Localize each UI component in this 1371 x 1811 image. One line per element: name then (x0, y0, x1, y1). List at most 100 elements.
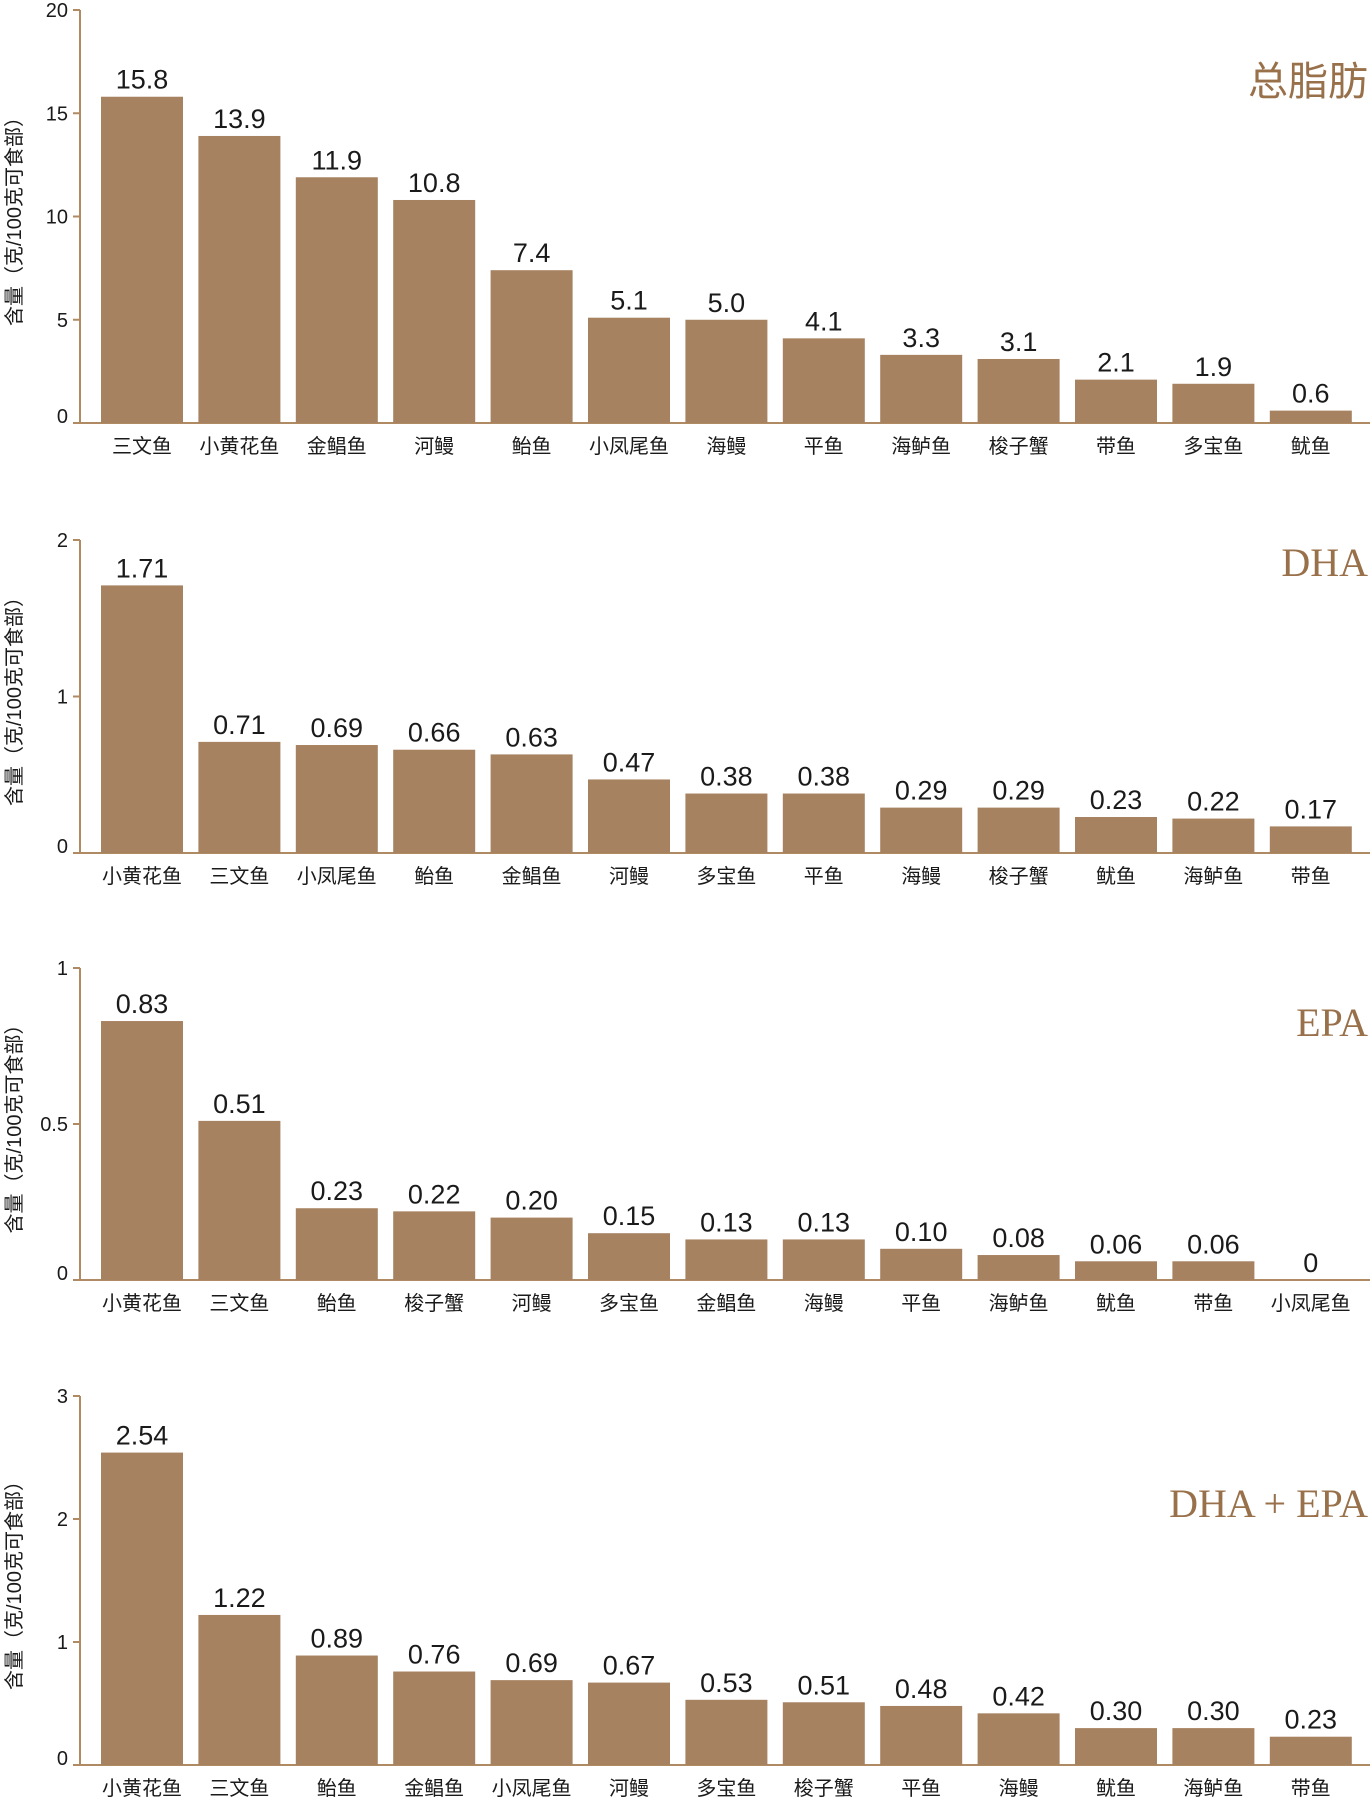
bar-value-label: 0.30 (1187, 1696, 1240, 1726)
x-category-label: 河鳗 (609, 864, 649, 888)
x-category-label: 海鲈鱼 (1183, 1776, 1243, 1800)
panel-title: DHA (1281, 540, 1368, 585)
bar-value-label: 0.89 (311, 1624, 364, 1654)
bar-value-label: 1.9 (1195, 352, 1233, 382)
bar (198, 1614, 281, 1765)
bar (685, 319, 768, 423)
x-category-label: 多宝鱼 (696, 1776, 756, 1800)
x-category-label: 带鱼 (1096, 434, 1136, 458)
bar (490, 1680, 573, 1765)
x-category-label: 平鱼 (804, 864, 844, 888)
y-tick-label: 1 (57, 687, 68, 709)
bar (198, 1120, 281, 1280)
bar (880, 1248, 963, 1280)
bar (588, 1233, 670, 1280)
bar (1075, 1261, 1157, 1280)
bar-value-label: 0.30 (1090, 1696, 1143, 1726)
x-category-label: 河鳗 (512, 1291, 552, 1315)
x-category-label: 小凤尾鱼 (589, 434, 669, 458)
x-category-label: 带鱼 (1291, 1776, 1331, 1800)
chart-panel-1: 0 5 10 15 20 含量（克/100克可食部） 总脂肪 15.8 三文鱼 13.9 小黄花鱼 1… (3, 0, 1370, 458)
x-category-label: 梭子蟹 (794, 1776, 854, 1800)
x-category-label: 鱿鱼 (1096, 1776, 1136, 1800)
bar-value-label: 7.4 (513, 238, 551, 268)
bar (880, 807, 963, 853)
bar (1172, 818, 1255, 853)
bar (782, 1702, 865, 1765)
bar (490, 754, 573, 853)
x-category-label: 鲐鱼 (414, 864, 454, 888)
y-tick-label: 0 (57, 836, 68, 858)
bar (977, 807, 1060, 853)
y-tick-label: 5 (57, 310, 68, 332)
bar-value-label: 0.08 (992, 1223, 1045, 1253)
x-category-label: 小凤尾鱼 (297, 864, 377, 888)
bar-value-label: 0.20 (505, 1186, 558, 1216)
bar-value-label: 0.23 (1090, 785, 1143, 815)
x-category-label: 海鲈鱼 (989, 1291, 1049, 1315)
x-category-label: 带鱼 (1193, 1291, 1233, 1315)
bar-value-label: 2.54 (116, 1421, 169, 1451)
bar (588, 1682, 670, 1765)
x-category-label: 海鳗 (706, 434, 746, 458)
bar (295, 177, 378, 423)
bar (1269, 410, 1352, 423)
bar (101, 1021, 183, 1280)
bar (977, 1255, 1060, 1280)
x-category-label: 鱿鱼 (1291, 434, 1331, 458)
bar (1075, 379, 1157, 423)
bar (1172, 383, 1255, 423)
x-category-label: 鱿鱼 (1096, 864, 1136, 888)
bar (588, 317, 670, 423)
x-category-label: 鲐鱼 (512, 434, 552, 458)
x-category-label: 海鲈鱼 (891, 434, 951, 458)
bar (393, 749, 476, 853)
x-category-label: 多宝鱼 (1183, 434, 1243, 458)
y-tick-label: 0.5 (40, 1114, 68, 1136)
bar-value-label: 0.29 (895, 776, 948, 806)
bar-value-label: 0.69 (311, 713, 364, 743)
panel-title: EPA (1296, 1000, 1368, 1045)
x-category-label: 小黄花鱼 (102, 1776, 182, 1800)
x-category-label: 三文鱼 (209, 1776, 269, 1800)
bar (295, 1655, 378, 1765)
x-category-label: 海鳗 (804, 1291, 844, 1315)
bar (1075, 817, 1157, 853)
bar (295, 1208, 378, 1280)
bar (295, 745, 378, 853)
bar (490, 270, 573, 423)
x-category-label: 平鱼 (804, 434, 844, 458)
y-tick-label: 0 (57, 406, 68, 428)
bar-value-label: 0.38 (798, 762, 851, 792)
bar-value-label: 0.67 (603, 1651, 656, 1681)
chart-panel-4: 0 1 2 3 含量（克/100克可食部） DHA + EPA 2.54 小黄花鱼 1.22 三文… (3, 1386, 1370, 1800)
bar-value-label: 0.15 (603, 1201, 656, 1231)
bar (685, 793, 768, 853)
bar (101, 585, 183, 853)
bar-value-label: 0.23 (1285, 1705, 1338, 1735)
bar (490, 1217, 573, 1280)
x-category-label: 鲐鱼 (317, 1291, 357, 1315)
y-axis-label: 含量（克/100克可食部） (3, 1015, 26, 1234)
x-category-label: 三文鱼 (112, 434, 172, 458)
x-category-label: 小凤尾鱼 (1271, 1291, 1351, 1315)
bar-value-label: 10.8 (408, 168, 461, 198)
bar (1075, 1728, 1157, 1765)
x-category-label: 金鲳鱼 (502, 864, 562, 888)
bar-value-label: 0.22 (1187, 787, 1240, 817)
bar-value-label: 0.69 (505, 1648, 558, 1678)
bar-value-label: 0.63 (505, 722, 558, 752)
bar (101, 1452, 183, 1765)
bar (782, 1239, 865, 1280)
bar-value-label: 13.9 (213, 104, 266, 134)
bar (393, 1211, 476, 1280)
bar-value-label: 0.48 (895, 1674, 948, 1704)
x-category-label: 小凤尾鱼 (492, 1776, 572, 1800)
y-axis-label: 含量（克/100克可食部） (3, 587, 26, 806)
x-category-label: 鱿鱼 (1096, 1291, 1136, 1315)
y-tick-label: 2 (57, 1509, 68, 1531)
y-tick-label: 1 (57, 1632, 68, 1654)
bar-value-label: 1.71 (116, 553, 169, 583)
bar-value-label: 0.42 (992, 1681, 1045, 1711)
